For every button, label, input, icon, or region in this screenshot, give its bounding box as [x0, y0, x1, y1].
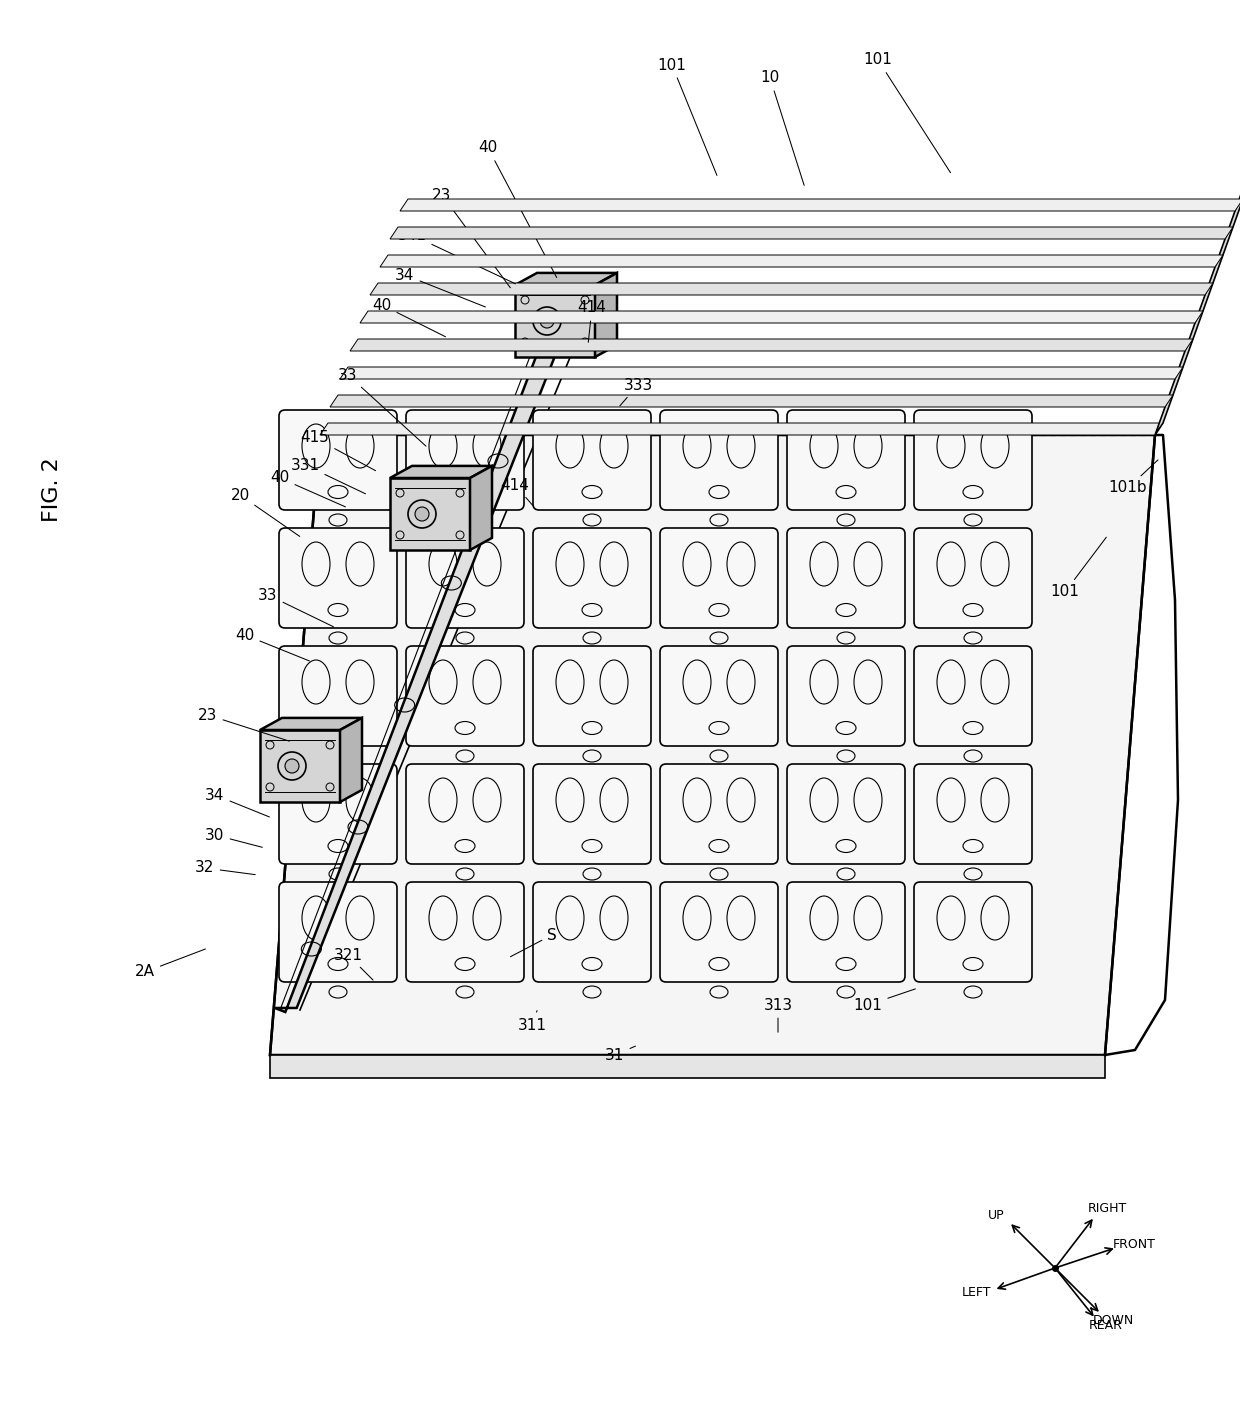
- FancyBboxPatch shape: [660, 764, 777, 864]
- Text: 31: 31: [605, 1046, 635, 1062]
- FancyBboxPatch shape: [279, 882, 397, 981]
- FancyBboxPatch shape: [787, 647, 905, 746]
- Text: 40: 40: [236, 627, 310, 661]
- Polygon shape: [370, 282, 1213, 295]
- FancyBboxPatch shape: [279, 409, 397, 510]
- Polygon shape: [401, 199, 1240, 210]
- FancyBboxPatch shape: [914, 647, 1032, 746]
- FancyBboxPatch shape: [914, 409, 1032, 510]
- Text: 101: 101: [853, 988, 915, 1012]
- Polygon shape: [391, 466, 492, 479]
- FancyBboxPatch shape: [914, 528, 1032, 628]
- Polygon shape: [320, 424, 1163, 435]
- Polygon shape: [340, 367, 1183, 378]
- Polygon shape: [379, 256, 1223, 267]
- Polygon shape: [515, 273, 618, 285]
- Text: 311: 311: [517, 1011, 547, 1032]
- Text: 321: 321: [334, 947, 373, 980]
- Ellipse shape: [539, 313, 554, 328]
- Text: 40: 40: [372, 298, 445, 336]
- Polygon shape: [595, 273, 618, 357]
- Text: 415: 415: [300, 431, 376, 470]
- FancyBboxPatch shape: [533, 764, 651, 864]
- Polygon shape: [391, 227, 1233, 239]
- Text: 23: 23: [433, 188, 511, 288]
- FancyBboxPatch shape: [787, 882, 905, 981]
- Text: 33: 33: [258, 587, 334, 627]
- Polygon shape: [260, 717, 362, 730]
- Text: S: S: [511, 928, 557, 957]
- Ellipse shape: [285, 760, 299, 772]
- Text: 20: 20: [231, 487, 300, 537]
- Polygon shape: [275, 275, 587, 1012]
- Text: 2A: 2A: [135, 949, 206, 980]
- Text: 101b: 101b: [1109, 460, 1158, 496]
- FancyBboxPatch shape: [660, 528, 777, 628]
- FancyBboxPatch shape: [533, 647, 651, 746]
- Polygon shape: [1154, 171, 1240, 435]
- FancyBboxPatch shape: [533, 409, 651, 510]
- Text: FRONT: FRONT: [1114, 1238, 1156, 1251]
- FancyBboxPatch shape: [405, 764, 525, 864]
- Text: UP: UP: [988, 1209, 1004, 1223]
- Text: 414: 414: [501, 477, 533, 505]
- Polygon shape: [340, 717, 362, 802]
- Text: 32: 32: [196, 860, 255, 875]
- Text: 40: 40: [479, 141, 557, 278]
- FancyBboxPatch shape: [279, 528, 397, 628]
- FancyBboxPatch shape: [405, 528, 525, 628]
- Text: REAR: REAR: [1089, 1319, 1122, 1332]
- FancyBboxPatch shape: [660, 882, 777, 981]
- Text: RIGHT: RIGHT: [1087, 1202, 1127, 1214]
- FancyBboxPatch shape: [405, 882, 525, 981]
- Text: 23: 23: [198, 707, 289, 741]
- Polygon shape: [260, 730, 340, 802]
- Text: 101: 101: [1050, 537, 1106, 600]
- FancyBboxPatch shape: [405, 409, 525, 510]
- Polygon shape: [515, 285, 595, 357]
- Polygon shape: [330, 395, 1173, 407]
- FancyBboxPatch shape: [787, 764, 905, 864]
- Polygon shape: [470, 466, 492, 551]
- Text: 40: 40: [270, 470, 346, 507]
- Polygon shape: [270, 1055, 1105, 1077]
- Ellipse shape: [415, 507, 429, 521]
- Text: 414: 414: [578, 301, 606, 342]
- FancyBboxPatch shape: [533, 882, 651, 981]
- Text: 34: 34: [206, 788, 269, 818]
- FancyBboxPatch shape: [660, 647, 777, 746]
- FancyBboxPatch shape: [660, 409, 777, 510]
- FancyBboxPatch shape: [787, 409, 905, 510]
- Text: FIG. 2: FIG. 2: [42, 457, 62, 522]
- FancyBboxPatch shape: [914, 764, 1032, 864]
- Polygon shape: [391, 479, 470, 551]
- FancyBboxPatch shape: [405, 647, 525, 746]
- Text: DOWN: DOWN: [1092, 1313, 1135, 1327]
- Polygon shape: [360, 311, 1203, 323]
- FancyBboxPatch shape: [787, 528, 905, 628]
- Text: 313: 313: [764, 997, 792, 1032]
- FancyBboxPatch shape: [533, 528, 651, 628]
- Text: 34: 34: [396, 267, 485, 306]
- FancyBboxPatch shape: [914, 882, 1032, 981]
- FancyBboxPatch shape: [279, 647, 397, 746]
- Text: LEFT: LEFT: [962, 1286, 992, 1299]
- FancyBboxPatch shape: [279, 764, 397, 864]
- Text: 331: 331: [290, 457, 366, 494]
- Text: 101: 101: [863, 52, 951, 172]
- Text: 33: 33: [339, 367, 427, 446]
- Text: 101: 101: [657, 58, 717, 175]
- Polygon shape: [350, 339, 1193, 352]
- Text: 341: 341: [398, 227, 516, 284]
- Text: 30: 30: [206, 827, 263, 847]
- Text: 10: 10: [760, 71, 805, 185]
- Polygon shape: [270, 435, 1154, 1055]
- Text: 333: 333: [620, 377, 652, 405]
